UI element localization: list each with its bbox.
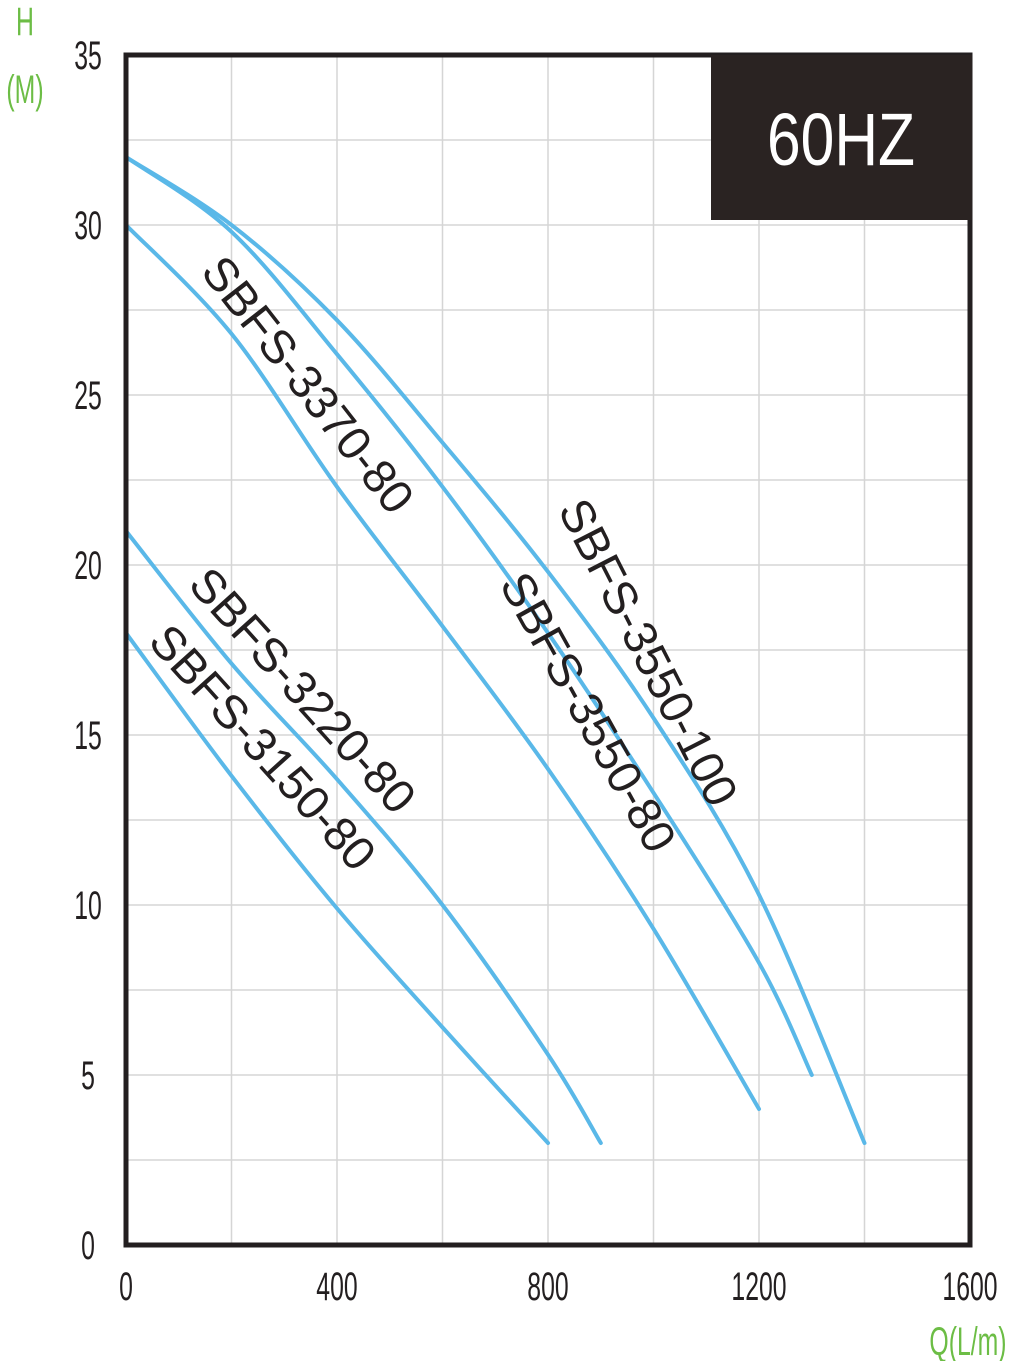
axis-ticks: 0 5 10 15 20 25 30 35 0 400 800 1200 1600 [74,34,997,1309]
plot-frame [123,52,973,1248]
y-tick-label: 5 [81,1054,95,1098]
curve-sbfs-3220-80 [124,529,603,1145]
curve-sbfs-3150-80 [124,631,550,1145]
y-tick-label: 25 [74,374,102,418]
y-tick-label: 0 [81,1224,95,1268]
frequency-badge-text: 60HZ [767,98,915,181]
curve-sbfs-3550-100 [124,155,867,1145]
curve-labels: SBFS-3150-80SBFS-3220-80SBFS-3370-80SBFS… [139,246,748,881]
x-tick-label: 1600 [942,1265,997,1309]
curve-sbfs-3370-80 [124,223,761,1111]
y-tick-label: 30 [74,204,102,248]
x-tick-label: 800 [527,1265,568,1309]
frequency-badge-box [711,55,972,220]
x-axis-label: Q(L/m) [929,1320,1006,1361]
curve-sbfs-3550-80 [124,155,814,1077]
y-tick-label: 15 [74,714,102,758]
x-tick-label: 1200 [731,1265,786,1309]
y-tick-label: 20 [74,544,102,588]
curve-label-sbfs-3370-80: SBFS-3370-80 [192,246,425,524]
frequency-badge: 60HZ [711,55,972,220]
y-tick-label: 10 [74,884,102,928]
curve-series [124,155,867,1145]
x-tick-label: 400 [316,1265,357,1309]
y-axis-label-line2: (M) [6,68,43,112]
x-tick-label: 0 [119,1265,133,1309]
y-axis-label-line1: H [16,0,34,44]
y-tick-label: 35 [74,34,102,78]
